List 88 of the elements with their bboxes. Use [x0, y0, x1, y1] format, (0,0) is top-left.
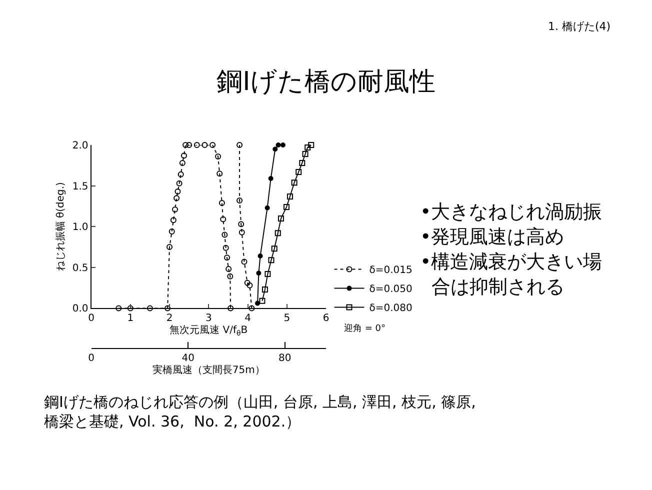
point — [280, 142, 286, 148]
x2-axis-title: 実橋風速（支間長75m） — [152, 364, 265, 376]
text: •大きなねじれ渦励振 — [420, 200, 604, 225]
point — [255, 300, 260, 306]
x2-tick-label: 80 — [278, 352, 292, 364]
point — [218, 200, 225, 206]
point — [264, 270, 271, 277]
y-axis-title: ねじれ振幅 θ(deg.) — [54, 182, 66, 272]
point — [256, 270, 262, 276]
text: 迎角 = 0° — [344, 323, 386, 334]
point — [210, 142, 216, 148]
y-tick-label: 0.0 — [72, 304, 88, 315]
point — [276, 142, 281, 148]
point — [264, 205, 270, 210]
point — [259, 298, 266, 304]
point — [226, 266, 232, 272]
legend-label: δ=0.080 — [369, 303, 412, 314]
point — [268, 257, 274, 264]
x-tick-label: 3 — [205, 313, 212, 324]
point — [283, 204, 290, 210]
point — [236, 198, 243, 204]
point — [174, 195, 180, 202]
point — [228, 305, 234, 312]
point — [236, 142, 243, 148]
point — [179, 160, 186, 166]
point — [127, 305, 134, 312]
y-tick-label: 0.5 — [72, 262, 88, 274]
legend-label: δ=0.015 — [369, 265, 412, 276]
x-tick-label: 4 — [244, 313, 251, 324]
x-tick-label: 6 — [322, 313, 330, 324]
point — [278, 215, 284, 222]
point — [238, 229, 245, 236]
x2-tick-label: 0 — [88, 352, 94, 364]
text: •構造減衰が大きい場合は抑制される — [420, 250, 604, 300]
chart-title: 鋼Iげた橋の耐風性 — [216, 66, 436, 97]
point — [268, 176, 274, 181]
text: •発現風速は高め — [420, 225, 566, 250]
point — [258, 254, 263, 258]
point — [248, 305, 255, 312]
point — [172, 206, 178, 212]
point — [308, 142, 314, 148]
x-tick-label: 1 — [127, 313, 134, 324]
point — [262, 286, 268, 292]
point — [222, 232, 228, 238]
point — [302, 151, 308, 158]
x2-tick-label: 40 — [182, 352, 194, 364]
x-tick-label: 0 — [88, 313, 94, 324]
point — [287, 193, 294, 200]
point — [146, 305, 153, 312]
x-tick-label: 5 — [284, 313, 290, 324]
point — [166, 244, 173, 250]
point — [299, 160, 306, 166]
point — [244, 280, 250, 286]
point — [291, 180, 298, 186]
y-tick-label: 2.0 — [72, 140, 88, 152]
point — [216, 170, 223, 177]
point — [296, 168, 302, 175]
text: 鋼Iげた橋のねじれ応答の例（山田, 台原, 上島, 澤田, 枝元, 篠原, 橋梁と基礎, Vol. 36, No. 2, 2002.） — [44, 393, 476, 430]
point — [241, 258, 248, 265]
point — [180, 152, 187, 159]
x-tick-label: 2 — [166, 313, 173, 324]
point — [164, 305, 171, 312]
point — [168, 228, 175, 235]
point — [220, 216, 226, 222]
point — [116, 305, 122, 312]
point — [304, 144, 311, 150]
point — [170, 217, 176, 224]
x-axis-title: 無次元風速 V/f$_{θ}$B — [170, 324, 248, 338]
point — [176, 180, 182, 186]
point — [246, 282, 253, 288]
point — [224, 254, 230, 261]
point — [271, 246, 278, 252]
text: 1. 橋げた(4) — [548, 20, 611, 33]
point — [215, 153, 222, 160]
point — [202, 142, 208, 148]
legend-label: δ=0.050 — [369, 284, 412, 296]
y-tick-label: 1.5 — [72, 181, 88, 192]
point — [186, 142, 192, 148]
point — [222, 244, 229, 251]
point — [227, 273, 234, 280]
point — [178, 171, 184, 178]
point — [238, 221, 244, 228]
point — [272, 146, 278, 152]
point — [174, 188, 181, 195]
y-tick-label: 1.0 — [72, 222, 88, 234]
point — [194, 142, 200, 148]
point — [182, 142, 189, 148]
point — [274, 230, 281, 236]
